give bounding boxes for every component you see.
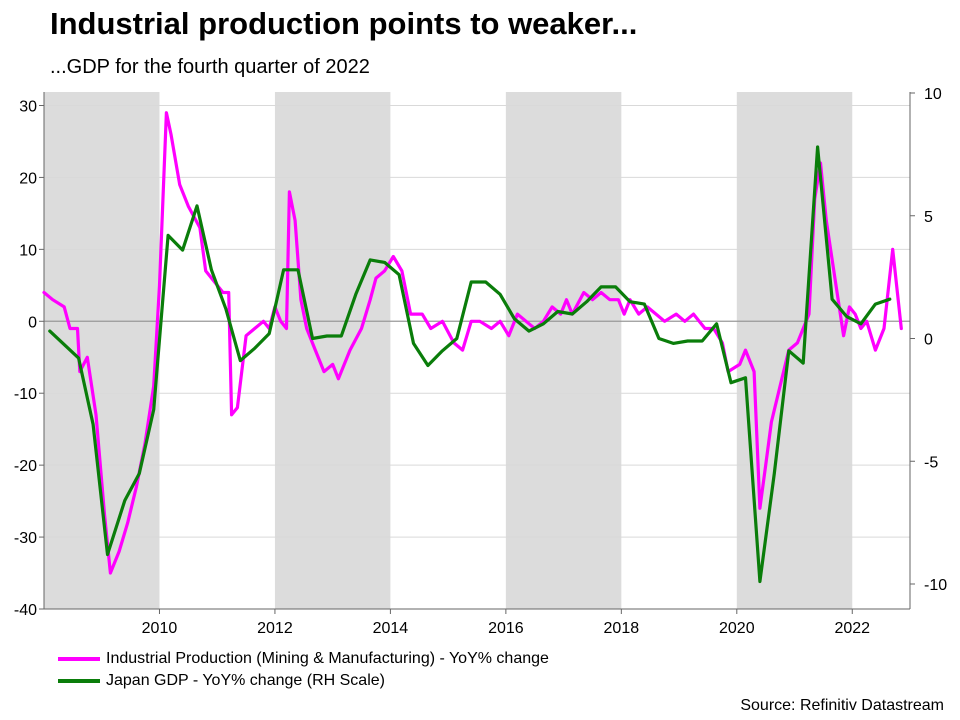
legend-swatch-ip <box>58 657 100 661</box>
x-tick-label: 2010 <box>142 620 178 637</box>
x-tick-label: 2012 <box>257 620 293 637</box>
shaded-period-1 <box>274 92 391 609</box>
legend-item-ip: Industrial Production (Mining & Manufact… <box>58 648 549 670</box>
shaded-period-3 <box>736 92 853 609</box>
x-tick-label: 2016 <box>488 620 524 637</box>
legend: Industrial Production (Mining & Manufact… <box>58 648 549 692</box>
right-tick-label: 0 <box>924 332 933 349</box>
legend-swatch-gdp <box>58 679 100 683</box>
axes <box>43 92 911 610</box>
left-tick-label: -20 <box>14 458 37 475</box>
legend-item-gdp: Japan GDP - YoY% change (RH Scale) <box>58 670 549 692</box>
shaded-period-0 <box>44 92 160 609</box>
legend-label-gdp: Japan GDP - YoY% change (RH Scale) <box>106 672 385 689</box>
right-tick-label: -5 <box>924 454 938 471</box>
left-tick-label: 30 <box>19 99 37 116</box>
right-tick-label: -10 <box>924 577 947 594</box>
x-tick-label: 2022 <box>834 620 870 637</box>
x-tick-label: 2014 <box>373 620 409 637</box>
right-tick-label: 10 <box>924 86 942 103</box>
chart-subtitle: ...GDP for the fourth quarter of 2022 <box>50 56 370 78</box>
source-note: Source: Refinitiv Datastream <box>740 697 944 714</box>
left-tick-label: -30 <box>14 530 37 547</box>
series-line-japan-gdp <box>48 145 892 584</box>
left-tick-label: -40 <box>14 602 37 619</box>
series-lines <box>42 111 903 584</box>
right-tick-label: 5 <box>924 209 933 226</box>
x-tick-label: 2020 <box>719 620 755 637</box>
left-tick-label: 20 <box>19 170 37 187</box>
left-tick-label: -10 <box>14 386 37 403</box>
chart-title: Industrial production points to weaker..… <box>50 6 638 41</box>
legend-label-ip: Industrial Production (Mining & Manufact… <box>106 650 549 667</box>
shaded-period-2 <box>505 92 622 609</box>
x-tick-label: 2018 <box>604 620 640 637</box>
left-tick-label: 10 <box>19 242 37 259</box>
left-tick-label: 0 <box>28 314 37 331</box>
series-line-industrial-production <box>42 111 903 575</box>
recession-shading <box>44 92 853 609</box>
